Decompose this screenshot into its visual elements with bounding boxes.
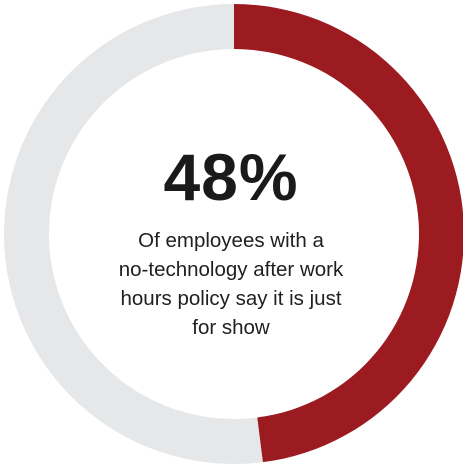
donut-slice-2 xyxy=(4,4,263,464)
caption-line-3: hours policy say it is just xyxy=(120,287,342,310)
caption-text: Of employees with a no-technology after … xyxy=(81,226,381,342)
caption-line-4: for show xyxy=(192,316,270,339)
caption-line-2: no-technology after work xyxy=(118,258,344,281)
percentage-value: 48% xyxy=(163,140,299,214)
donut-slice-1 xyxy=(234,4,463,463)
center-label: 48% Of employees with a no-technology af… xyxy=(81,140,381,342)
caption-line-1: Of employees with a xyxy=(138,229,324,252)
